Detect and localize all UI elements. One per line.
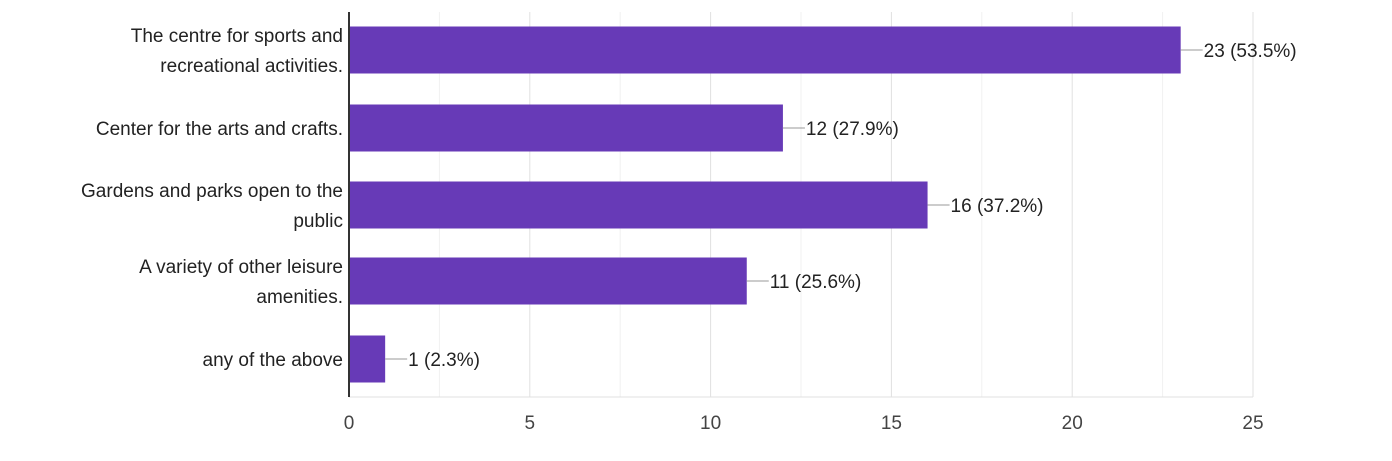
bar <box>349 26 1181 74</box>
x-tick-label: 0 <box>344 413 355 434</box>
bars <box>349 26 1181 383</box>
bar <box>349 181 928 229</box>
category-label: recreational activities. <box>160 56 343 77</box>
x-tick-label: 20 <box>1062 413 1083 434</box>
category-label: The centre for sports and <box>131 26 343 47</box>
category-label: Gardens and parks open to the <box>81 181 343 202</box>
bar <box>349 335 386 383</box>
data-label: 16 (37.2%) <box>951 196 1044 217</box>
x-tick-label: 10 <box>700 413 721 434</box>
bar <box>349 104 783 152</box>
category-label: any of the above <box>203 350 344 371</box>
category-label: Center for the arts and crafts. <box>96 119 343 140</box>
category-label: amenities. <box>256 287 343 308</box>
data-label: 23 (53.5%) <box>1204 41 1297 62</box>
labels: 23 (53.5%) The centre for sports and recre… <box>81 26 1297 434</box>
data-label: 11 (25.6%) <box>770 272 862 293</box>
data-label: 1 (2.3%) <box>408 350 480 371</box>
axes <box>348 12 1253 398</box>
category-label: public <box>293 211 343 232</box>
x-tick-label: 25 <box>1242 413 1263 434</box>
bar <box>349 257 747 305</box>
category-label: A variety of other leisure <box>139 257 343 278</box>
x-tick-label: 15 <box>881 413 902 434</box>
x-tick-label: 5 <box>525 413 536 434</box>
data-label: 12 (27.9%) <box>806 119 899 140</box>
